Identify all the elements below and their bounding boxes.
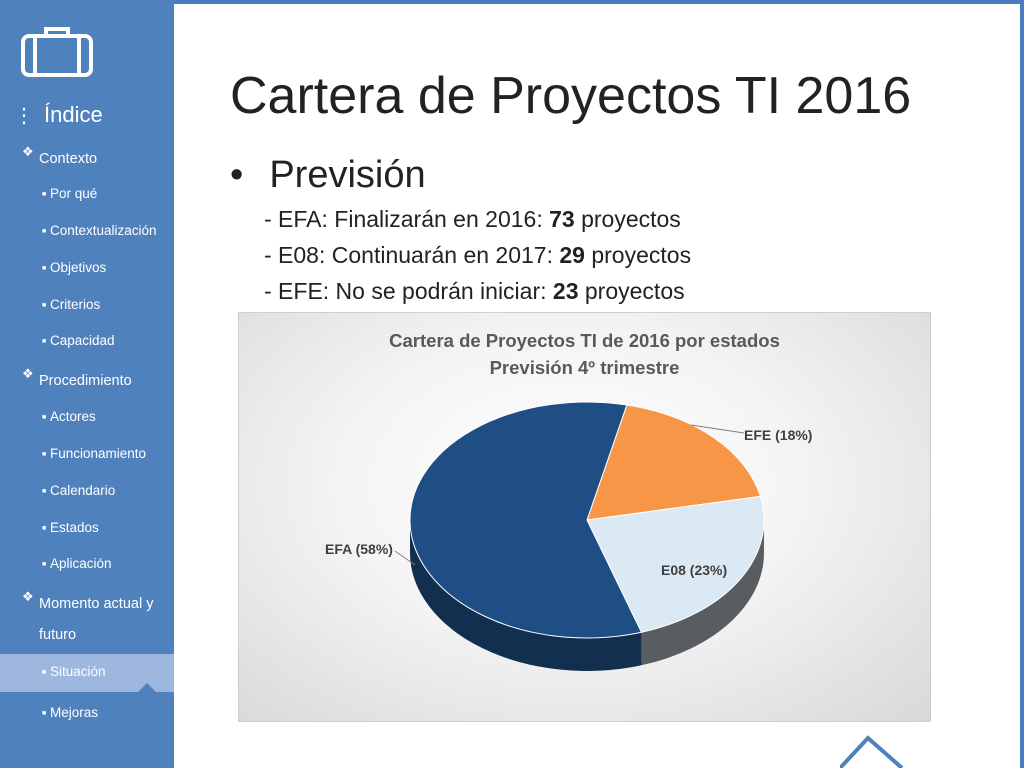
chart-subtitle: Previsión 4º trimestre <box>489 357 680 378</box>
pie-side-efa <box>410 520 642 671</box>
square-bullet-icon: ■ <box>42 302 47 309</box>
forecast-line-efe: - EFE: No se podrán iniciar: 23 proyecto… <box>264 278 685 305</box>
sidebar-item-criterios[interactable]: ■ Criterios <box>0 297 174 312</box>
sidebar: ⋮ Índice ❖ Contexto ■ Por qué ■ Contextualiza… <box>0 0 174 768</box>
leader-line-efa <box>394 550 416 566</box>
diamond-bullet-icon: ❖ <box>22 366 34 381</box>
sidebar-item-label: Aplicación <box>50 556 112 571</box>
square-bullet-icon: ■ <box>42 561 47 568</box>
sidebar-item-label: Contextualización <box>50 223 157 238</box>
sidebar-item-label: Procedimiento <box>39 373 132 389</box>
sidebar-item-por-que[interactable]: ■ Por qué <box>0 186 174 201</box>
chart-title: Cartera de Proyectos TI de 2016 por esta… <box>389 330 780 351</box>
forecast-line-e08: - E08: Continuarán en 2017: 29 proyectos <box>264 242 691 269</box>
sidebar-item-label: Contexto <box>39 151 98 167</box>
slice-label-efe: EFE (18%) <box>744 427 812 443</box>
sidebar-item-contextualizacion[interactable]: ■ Contextualización <box>0 223 174 238</box>
sidebar-item-label: Situación <box>50 664 106 679</box>
square-bullet-icon: ■ <box>42 525 47 532</box>
corner-decoration <box>840 735 904 768</box>
line-suffix: proyectos <box>584 242 692 268</box>
sidebar-item-mejoras[interactable]: ■ Mejoras <box>0 705 174 720</box>
square-bullet-icon: ■ <box>42 338 47 345</box>
square-bullet-icon: ■ <box>42 488 47 495</box>
sidebar-item-momento-actual-y[interactable]: ❖ Momento actual y futuro <box>0 589 174 651</box>
square-bullet-icon: ■ <box>42 265 47 272</box>
line-value: 23 <box>552 278 579 304</box>
square-bullet-icon: ■ <box>42 228 47 235</box>
sidebar-item-estados[interactable]: ■ Estados <box>0 520 174 535</box>
sidebar-item-procedimiento[interactable]: ❖ Procedimiento <box>0 366 174 397</box>
sidebar-item-label: Objetivos <box>50 260 107 275</box>
square-bullet-icon: ■ <box>42 414 47 421</box>
line-prefix: - EFE: No se podrán iniciar: <box>264 278 553 304</box>
sidebar-item-label: Por qué <box>50 186 98 201</box>
dotted-line-icon: ⋮ <box>14 104 34 127</box>
sidebar-item-label: Mejoras <box>50 705 99 720</box>
slide-content: Cartera de Proyectos TI 2016 • Previsión … <box>174 4 1020 768</box>
chart-title-block: Cartera de Proyectos TI de 2016 por esta… <box>239 327 930 381</box>
slice-label-efa: EFA (58%) <box>325 541 393 557</box>
bullet-heading: • Previsión <box>230 154 426 197</box>
sidebar-item-label: Momento actual y <box>39 596 154 612</box>
pie-side-e08 <box>641 520 764 666</box>
bullet-icon: • <box>230 154 244 196</box>
sidebar-item-label: Calendario <box>50 483 116 498</box>
diamond-bullet-icon: ❖ <box>22 589 34 604</box>
forecast-line-efa: - EFA: Finalizarán en 2016: 73 proyectos <box>264 206 681 233</box>
line-prefix: - E08: Continuarán en 2017: <box>264 242 560 268</box>
pie-slice-efa <box>409 401 643 639</box>
active-item-notch <box>138 683 156 692</box>
index-heading: ⋮ Índice <box>14 102 103 128</box>
bullet-label: Previsión <box>269 154 426 196</box>
sidebar-item-contexto[interactable]: ❖ Contexto <box>0 144 174 175</box>
sidebar-item-label: Actores <box>50 409 96 424</box>
sidebar-item-capacidad[interactable]: ■ Capacidad <box>0 333 174 348</box>
pie-chart: Cartera de Proyectos TI de 2016 por esta… <box>238 312 931 722</box>
line-prefix: - EFA: Finalizarán en 2016: <box>264 206 550 232</box>
sidebar-item-calendario[interactable]: ■ Calendario <box>0 483 174 498</box>
sidebar-item-label-cont: futuro <box>39 627 77 643</box>
square-bullet-icon: ■ <box>42 710 47 717</box>
diamond-bullet-icon: ❖ <box>22 144 34 159</box>
sidebar-item-funcionamiento[interactable]: ■ Funcionamiento <box>0 446 174 461</box>
sidebar-item-label: Estados <box>50 520 99 535</box>
briefcase-icon <box>21 27 93 77</box>
line-value: 29 <box>559 242 585 268</box>
sidebar-item-label: Funcionamiento <box>50 446 147 461</box>
sidebar-item-aplicacion[interactable]: ■ Aplicación <box>0 556 174 571</box>
square-bullet-icon: ■ <box>42 451 47 458</box>
sidebar-item-objetivos[interactable]: ■ Objetivos <box>0 260 174 275</box>
slice-label-e08: E08 (23%) <box>661 562 727 578</box>
square-bullet-icon: ■ <box>42 669 47 676</box>
pie-slice-e08 <box>586 495 765 633</box>
sidebar-item-label: Criterios <box>50 297 101 312</box>
line-suffix: proyectos <box>574 206 681 232</box>
pie-slice-efe <box>586 404 762 521</box>
line-value: 73 <box>549 206 575 232</box>
page-title: Cartera de Proyectos TI 2016 <box>230 67 912 125</box>
sidebar-item-label: Capacidad <box>50 333 115 348</box>
sidebar-item-actores[interactable]: ■ Actores <box>0 409 174 424</box>
square-bullet-icon: ■ <box>42 191 47 198</box>
index-title: Índice <box>44 102 103 127</box>
line-suffix: proyectos <box>578 278 685 304</box>
pie-svg: EFA (58%) EFE (18%) E08 (23%) <box>325 401 812 671</box>
leader-line-efe <box>690 424 745 434</box>
